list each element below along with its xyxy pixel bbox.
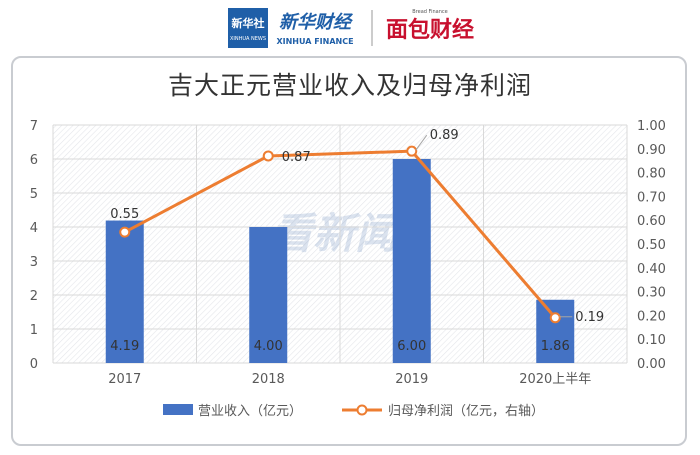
- y-right-tick-label: 0.80: [637, 167, 666, 182]
- y-right-tick-label: 0.70: [637, 190, 666, 205]
- y-left-tick-label: 5: [30, 187, 38, 202]
- svg-text:新华财经: 新华财经: [279, 12, 354, 33]
- bar-data-label: 6.00: [397, 339, 426, 354]
- header-logos: 新华社 XINHUA NEWS 新华财经 XINHUA FINANCE Brea…: [228, 8, 474, 48]
- chart-frame: [11, 56, 687, 446]
- y-left-tick-label: 6: [30, 153, 38, 168]
- y-right-tick-label: 0.40: [637, 262, 666, 277]
- bar-data-label: 1.86: [541, 339, 570, 354]
- line-data-label: 0.89: [430, 128, 459, 143]
- legend-bar-label: 营业收入（亿元）: [198, 404, 302, 419]
- y-right-tick-label: 0.10: [637, 333, 666, 348]
- line-point: [406, 145, 418, 157]
- x-tick-label: 2018: [252, 372, 285, 387]
- y-left-tick-label: 3: [30, 255, 38, 270]
- legend-bar-swatch: [163, 404, 193, 415]
- y-left-tick-label: 1: [30, 323, 38, 338]
- bar: [105, 220, 144, 363]
- line-data-label: 0.19: [575, 310, 604, 325]
- header: 新华社 XINHUA NEWS 新华财经 XINHUA FINANCE Brea…: [0, 0, 700, 52]
- bar: [536, 299, 575, 363]
- bar: [392, 159, 431, 363]
- x-tick-label: 2019: [395, 372, 428, 387]
- bar-data-label: 4.19: [110, 339, 139, 354]
- profit-line: [124, 149, 557, 319]
- y-right-tick-label: 0.50: [637, 238, 666, 253]
- bar: [249, 227, 288, 363]
- svg-text:XINHUA FINANCE: XINHUA FINANCE: [276, 37, 353, 46]
- svg-text:新华社: 新华社: [232, 16, 265, 30]
- y-right-tick-label: 1.00: [637, 119, 666, 134]
- watermark: 看新闻: [271, 209, 403, 258]
- svg-text:面包财经: 面包财经: [386, 17, 474, 43]
- y-left-tick-label: 0: [30, 357, 38, 372]
- bread-finance-logo: Bread Finance 面包财经: [386, 9, 474, 43]
- xinhua-finance-logo: 新华财经 XINHUA FINANCE: [276, 12, 354, 46]
- line-data-label: 0.55: [110, 207, 139, 222]
- line-data-label: 0.87: [282, 150, 311, 165]
- y-right-tick-label: 0.60: [637, 214, 666, 229]
- legend-line-label: 归母净利润（亿元，右轴）: [388, 404, 544, 419]
- chart-title: 吉大正元营业收入及归母净利润: [167, 71, 532, 100]
- data-label-leader: [415, 134, 428, 151]
- y-left-tick-label: 7: [30, 119, 38, 134]
- line-point: [262, 150, 274, 162]
- svg-text:Bread Finance: Bread Finance: [412, 9, 447, 15]
- y-left-tick-label: 4: [30, 221, 38, 236]
- bar-data-label: 4.00: [254, 339, 283, 354]
- y-right-tick-label: 0.30: [637, 286, 666, 301]
- x-tick-label: 2017: [108, 372, 141, 387]
- line-point: [119, 226, 131, 238]
- y-right-tick-label: 0.90: [637, 143, 666, 158]
- x-tick-label: 2020上半年: [519, 372, 591, 387]
- svg-text:XINHUA NEWS: XINHUA NEWS: [230, 36, 266, 42]
- xinhua-news-logo: 新华社 XINHUA NEWS: [228, 8, 268, 48]
- y-left-tick-label: 2: [30, 289, 38, 304]
- y-right-tick-label: 0.20: [637, 309, 666, 324]
- legend-line-marker: [356, 404, 368, 416]
- line-point: [549, 312, 561, 324]
- y-right-tick-label: 0.00: [637, 357, 666, 372]
